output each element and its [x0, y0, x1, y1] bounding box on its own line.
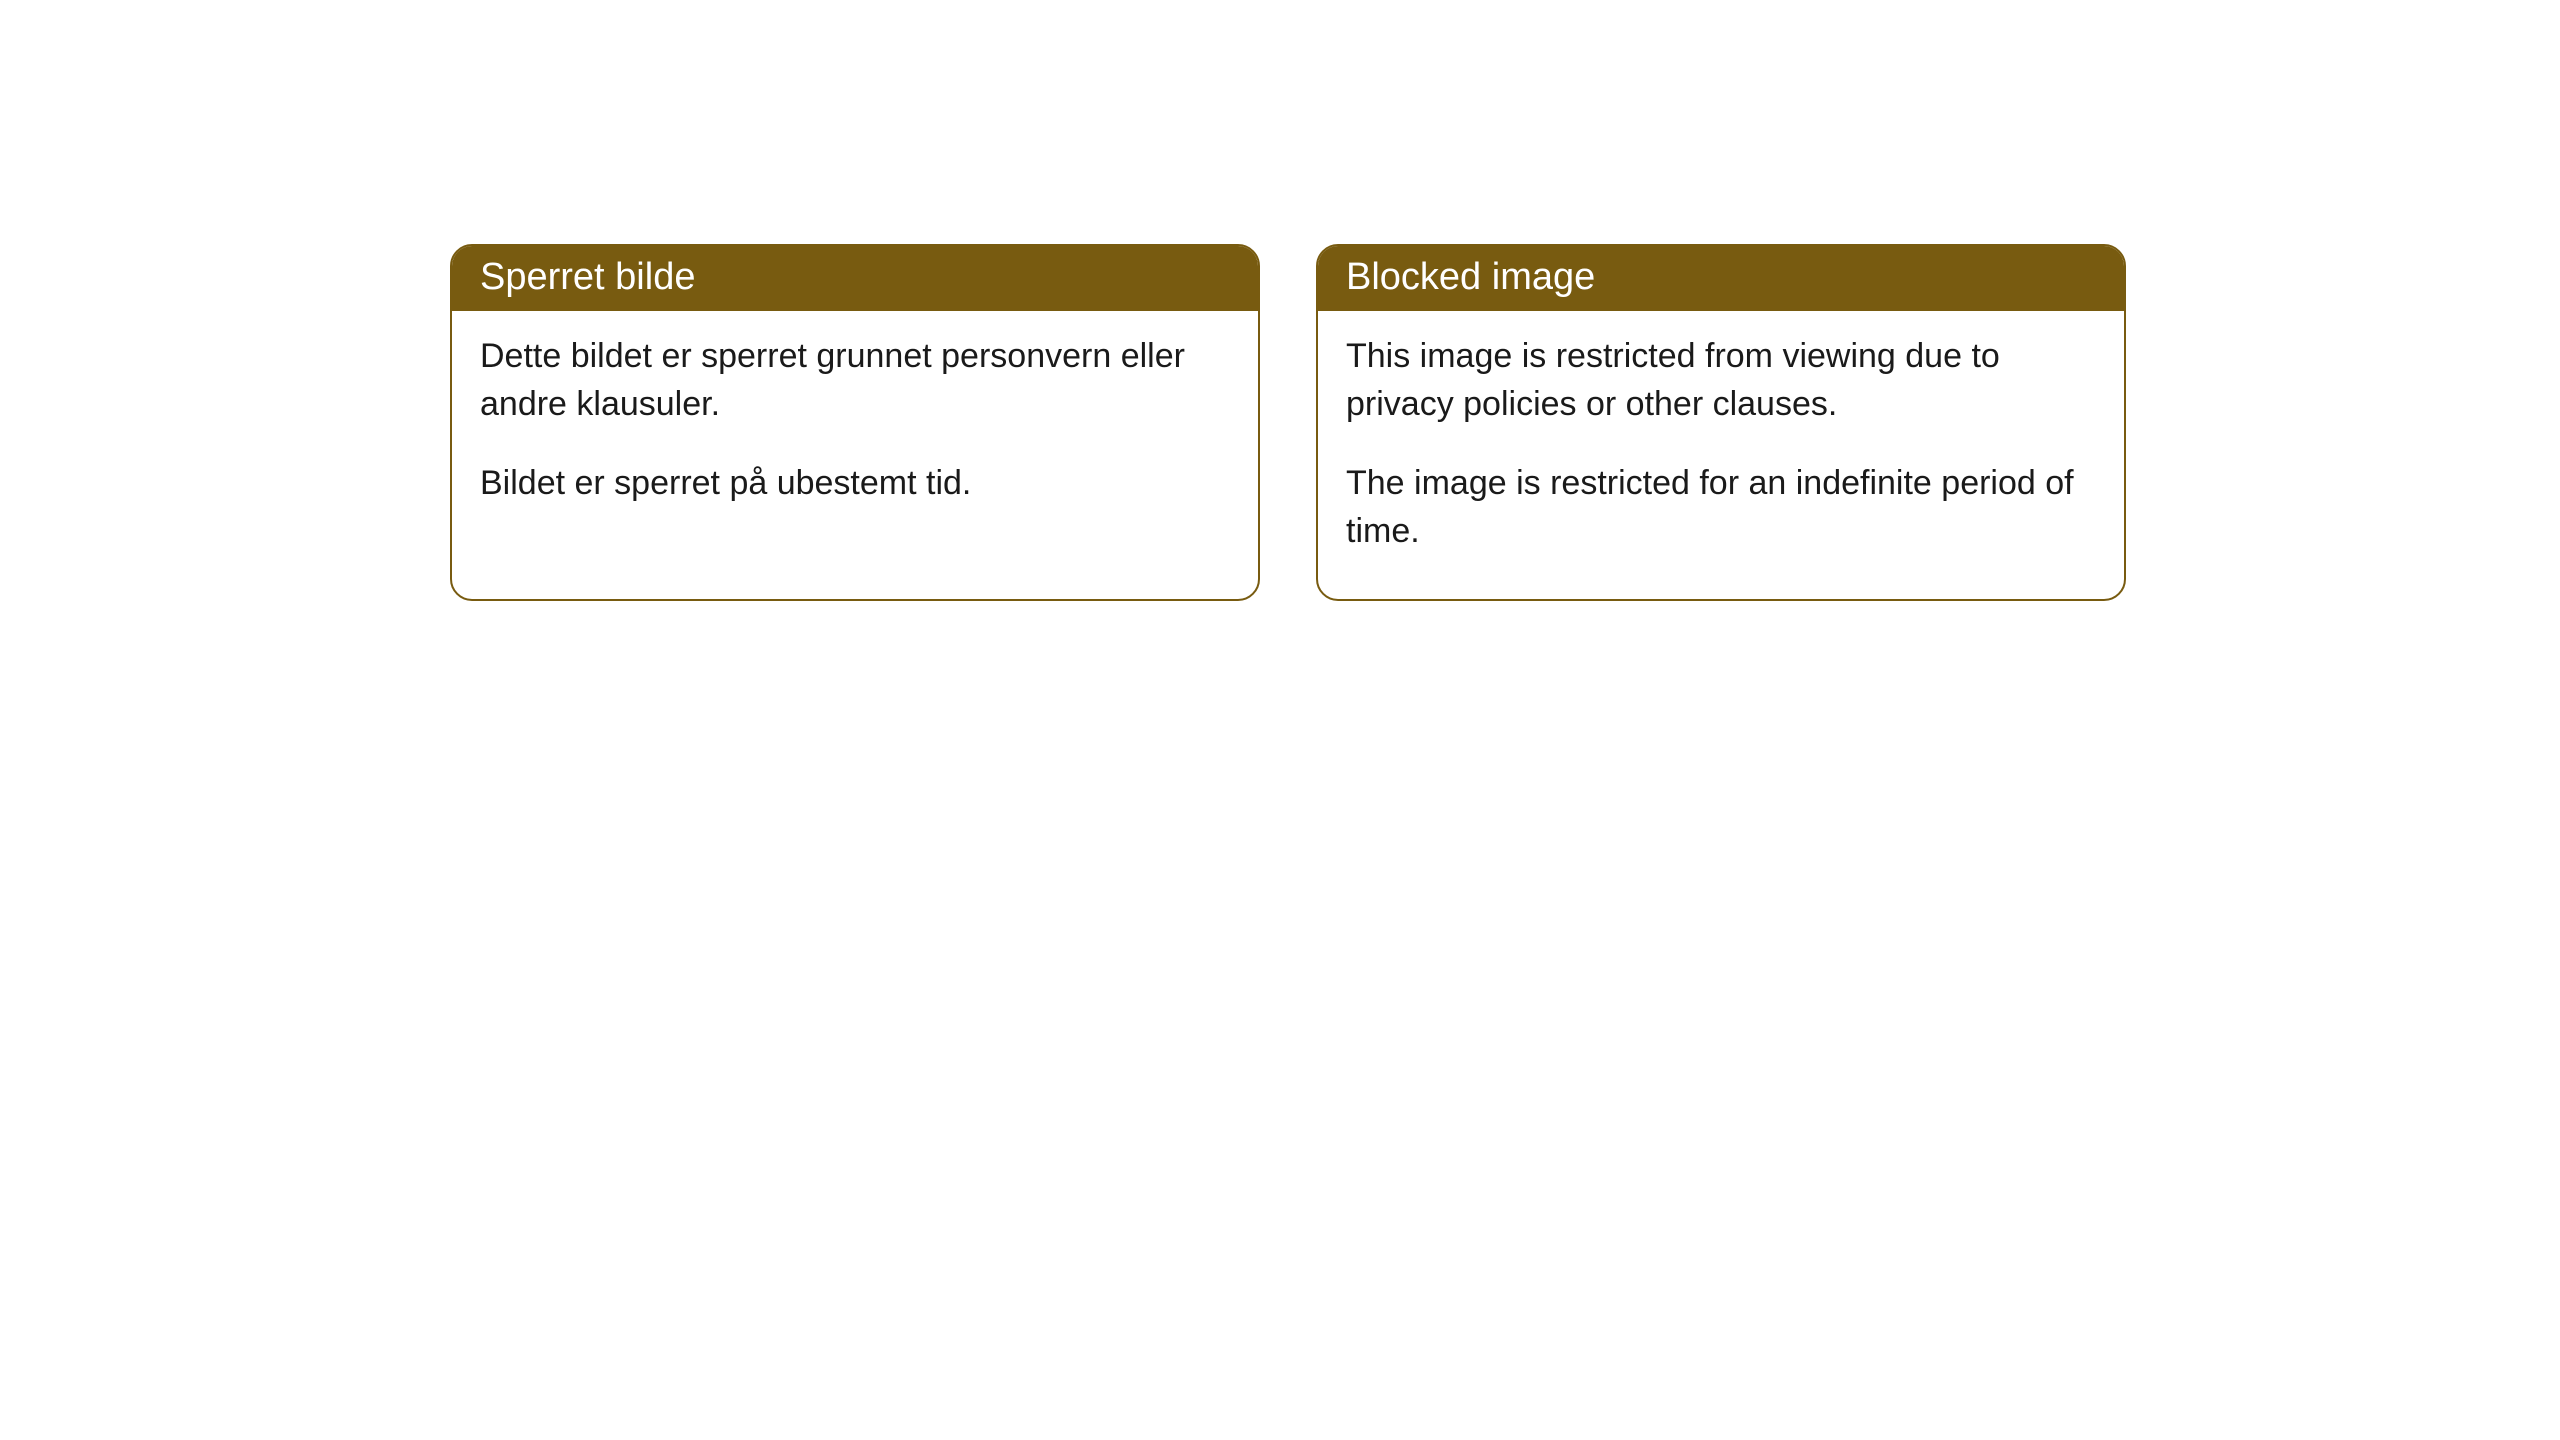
card-paragraph: Bildet er sperret på ubestemt tid. — [480, 460, 1230, 508]
blocked-image-card-en: Blocked image This image is restricted f… — [1316, 244, 2126, 601]
card-header: Blocked image — [1318, 246, 2124, 311]
blocked-image-card-no: Sperret bilde Dette bildet er sperret gr… — [450, 244, 1260, 601]
card-header: Sperret bilde — [452, 246, 1258, 311]
card-paragraph: Dette bildet er sperret grunnet personve… — [480, 333, 1230, 428]
card-paragraph: This image is restricted from viewing du… — [1346, 333, 2096, 428]
card-paragraph: The image is restricted for an indefinit… — [1346, 460, 2096, 555]
card-body: Dette bildet er sperret grunnet personve… — [452, 311, 1258, 552]
notice-cards-container: Sperret bilde Dette bildet er sperret gr… — [0, 0, 2560, 601]
card-body: This image is restricted from viewing du… — [1318, 311, 2124, 599]
